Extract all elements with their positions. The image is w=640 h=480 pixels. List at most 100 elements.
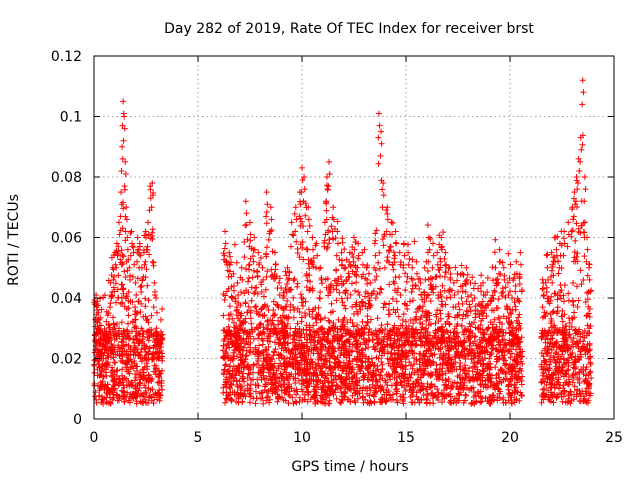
roti-point xyxy=(315,376,322,383)
roti-point xyxy=(328,223,335,230)
roti-peak-point xyxy=(430,252,437,259)
roti-point xyxy=(248,284,255,291)
roti-point xyxy=(478,288,485,295)
roti-point xyxy=(302,313,309,320)
roti-point xyxy=(457,366,464,373)
roti-peak-point xyxy=(376,122,383,129)
roti-point xyxy=(239,352,246,359)
roti-point xyxy=(332,372,339,379)
roti-point xyxy=(475,285,482,292)
roti-peak-point xyxy=(484,288,491,295)
roti-point xyxy=(541,345,548,352)
roti-point xyxy=(445,334,452,341)
roti-point xyxy=(585,390,592,397)
roti-point xyxy=(430,393,437,400)
roti-point xyxy=(234,383,241,390)
roti-peak-point xyxy=(287,243,294,250)
roti-point xyxy=(416,350,423,357)
roti-peak-point xyxy=(463,264,470,271)
roti-point xyxy=(239,360,246,367)
roti-point xyxy=(348,331,355,338)
roti-point xyxy=(584,289,591,296)
roti-point xyxy=(428,286,435,293)
roti-point xyxy=(337,400,344,407)
roti-point xyxy=(390,266,397,273)
roti-point xyxy=(359,318,366,325)
roti-point xyxy=(220,384,227,391)
roti-point xyxy=(338,295,345,302)
roti-peak-point xyxy=(479,279,486,286)
roti-point xyxy=(304,398,311,405)
roti-point xyxy=(375,355,382,362)
roti-point xyxy=(563,367,570,374)
roti-point xyxy=(380,242,387,249)
roti-point xyxy=(334,383,341,390)
roti-point xyxy=(374,291,381,298)
roti-peak-point xyxy=(380,180,387,187)
roti-peak-point xyxy=(151,279,158,286)
roti-point xyxy=(570,280,577,286)
roti-peak-point xyxy=(118,189,125,196)
roti-peak-point xyxy=(408,288,415,295)
roti-point xyxy=(384,257,391,264)
roti-point xyxy=(555,270,562,277)
roti-peak-point xyxy=(459,270,466,277)
chart-title: Day 282 of 2019, Rate Of TEC Index for r… xyxy=(164,21,534,37)
roti-point xyxy=(294,345,301,352)
roti-peak-point xyxy=(421,288,428,295)
roti-point xyxy=(405,322,412,329)
roti-point xyxy=(387,335,394,342)
roti-point xyxy=(310,328,317,335)
roti-peak-point xyxy=(153,325,160,332)
roti-point xyxy=(539,372,546,379)
roti-peak-point xyxy=(396,249,403,256)
roti-point xyxy=(303,270,310,277)
roti-point xyxy=(438,301,445,308)
roti-peak-point xyxy=(145,231,152,238)
roti-point xyxy=(444,342,451,349)
roti-point xyxy=(515,335,522,342)
roti-peak-point xyxy=(118,201,125,208)
roti-point xyxy=(437,361,444,368)
roti-point xyxy=(539,333,546,340)
x-tick-label: 25 xyxy=(605,430,623,446)
roti-point xyxy=(277,382,284,389)
roti-peak-point xyxy=(446,288,453,295)
roti-point xyxy=(321,377,328,384)
roti-point xyxy=(393,386,400,393)
roti-point xyxy=(407,374,414,381)
roti-point xyxy=(290,294,297,301)
roti-peak-point xyxy=(100,373,107,380)
roti-point xyxy=(224,267,231,274)
roti-peak-point xyxy=(371,264,378,271)
roti-point xyxy=(249,274,256,281)
roti-peak-point xyxy=(238,264,245,271)
roti-point xyxy=(506,339,513,346)
roti-point xyxy=(406,386,413,393)
roti-peak-point xyxy=(123,204,130,211)
roti-peak-point xyxy=(553,246,560,253)
roti-point xyxy=(379,344,386,351)
roti-point xyxy=(238,320,245,327)
roti-point xyxy=(491,287,498,294)
roti-point xyxy=(479,372,486,379)
roti-point xyxy=(135,340,142,347)
roti-peak-point xyxy=(400,240,407,247)
roti-point xyxy=(132,344,139,351)
roti-peak-point xyxy=(126,276,133,283)
roti-point xyxy=(551,341,558,348)
roti-point xyxy=(146,251,153,258)
roti-point xyxy=(502,284,509,291)
roti-point xyxy=(419,355,426,362)
roti-point xyxy=(461,397,468,404)
roti-point xyxy=(119,339,126,346)
roti-peak-point xyxy=(556,264,563,271)
roti-point xyxy=(559,348,566,355)
roti-point xyxy=(408,348,415,355)
roti-point xyxy=(268,381,275,388)
x-tick-label: 15 xyxy=(397,430,415,446)
roti-point xyxy=(295,330,302,337)
roti-point xyxy=(281,335,288,342)
roti-point xyxy=(487,340,494,347)
roti-point xyxy=(301,354,308,361)
